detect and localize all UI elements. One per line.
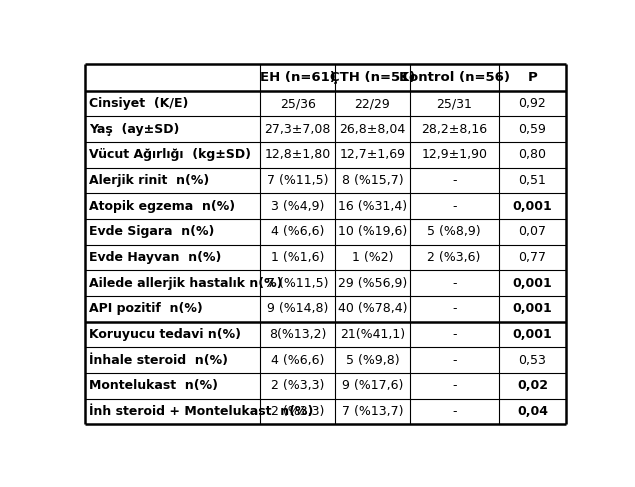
Text: 0,07: 0,07 xyxy=(518,225,546,238)
Text: 7 (%11,5): 7 (%11,5) xyxy=(267,174,328,187)
Text: Ailede allerjik hastalık n(%): Ailede allerjik hastalık n(%) xyxy=(89,277,282,290)
Text: 0,59: 0,59 xyxy=(518,123,546,136)
Text: -: - xyxy=(452,174,457,187)
Text: 7 (%11,5): 7 (%11,5) xyxy=(267,277,328,290)
Text: 28,2±8,16: 28,2±8,16 xyxy=(421,123,487,136)
Text: 1 (%1,6): 1 (%1,6) xyxy=(271,251,324,264)
Text: 7 (%13,7): 7 (%13,7) xyxy=(342,405,403,418)
Text: 10 (%19,6): 10 (%19,6) xyxy=(338,225,407,238)
Text: API pozitif  n(%): API pozitif n(%) xyxy=(89,302,203,315)
Text: Yaş  (ay±SD): Yaş (ay±SD) xyxy=(89,123,179,136)
Text: -: - xyxy=(452,354,457,367)
Text: 0,92: 0,92 xyxy=(519,97,546,110)
Text: 21(%41,1): 21(%41,1) xyxy=(340,328,405,341)
Text: 40 (%78,4): 40 (%78,4) xyxy=(338,302,407,315)
Text: 0,53: 0,53 xyxy=(518,354,546,367)
Text: ÇTH (n=51): ÇTH (n=51) xyxy=(330,71,415,84)
Text: Montelukast  n(%): Montelukast n(%) xyxy=(89,379,218,392)
Text: 2 (%3,3): 2 (%3,3) xyxy=(271,379,324,392)
Text: İnh steroid + Montelukast  n(%): İnh steroid + Montelukast n(%) xyxy=(89,405,313,418)
Text: -: - xyxy=(452,379,457,392)
Text: 25/36: 25/36 xyxy=(280,97,316,110)
Text: Atopik egzema  n(%): Atopik egzema n(%) xyxy=(89,200,235,213)
Text: -: - xyxy=(452,302,457,315)
Text: P: P xyxy=(528,71,537,84)
Text: 0,77: 0,77 xyxy=(518,251,546,264)
Text: 5 (%9,8): 5 (%9,8) xyxy=(345,354,399,367)
Text: 0,001: 0,001 xyxy=(512,277,552,290)
Text: -: - xyxy=(452,405,457,418)
Text: Koruyucu tedavi n(%): Koruyucu tedavi n(%) xyxy=(89,328,241,341)
Text: Cinsiyet  (K/E): Cinsiyet (K/E) xyxy=(89,97,188,110)
Text: 0,80: 0,80 xyxy=(518,149,546,161)
Text: 0,001: 0,001 xyxy=(512,328,552,341)
Text: 4 (%6,6): 4 (%6,6) xyxy=(271,354,324,367)
Text: 9 (%17,6): 9 (%17,6) xyxy=(342,379,403,392)
Text: 22/29: 22/29 xyxy=(354,97,391,110)
Text: 26,8±8,04: 26,8±8,04 xyxy=(339,123,406,136)
Text: -: - xyxy=(452,277,457,290)
Text: 27,3±7,08: 27,3±7,08 xyxy=(265,123,331,136)
Text: Kontrol (n=56): Kontrol (n=56) xyxy=(399,71,510,84)
Text: 12,8±1,80: 12,8±1,80 xyxy=(265,149,331,161)
Text: -: - xyxy=(452,200,457,213)
Text: EH (n=61): EH (n=61) xyxy=(260,71,336,84)
Text: 2 (%3,3): 2 (%3,3) xyxy=(271,405,324,418)
Text: 9 (%14,8): 9 (%14,8) xyxy=(267,302,328,315)
Text: 5 (%8,9): 5 (%8,9) xyxy=(427,225,481,238)
Text: 0,001: 0,001 xyxy=(512,302,552,315)
Text: 0,02: 0,02 xyxy=(517,379,548,392)
Text: 12,7±1,69: 12,7±1,69 xyxy=(339,149,405,161)
Text: 16 (%31,4): 16 (%31,4) xyxy=(338,200,407,213)
Text: 12,9±1,90: 12,9±1,90 xyxy=(421,149,487,161)
Text: Alerjik rinit  n(%): Alerjik rinit n(%) xyxy=(89,174,209,187)
Text: 0,001: 0,001 xyxy=(512,200,552,213)
Text: 3 (%4,9): 3 (%4,9) xyxy=(271,200,324,213)
Text: Vücut Ağırlığı  (kg±SD): Vücut Ağırlığı (kg±SD) xyxy=(89,149,251,161)
Text: 4 (%6,6): 4 (%6,6) xyxy=(271,225,324,238)
Text: 25/31: 25/31 xyxy=(436,97,472,110)
Text: 1 (%2): 1 (%2) xyxy=(352,251,393,264)
Text: Evde Sigara  n(%): Evde Sigara n(%) xyxy=(89,225,214,238)
Text: 0,04: 0,04 xyxy=(517,405,548,418)
Text: 29 (%56,9): 29 (%56,9) xyxy=(338,277,407,290)
Text: -: - xyxy=(452,328,457,341)
Text: 8(%13,2): 8(%13,2) xyxy=(269,328,326,341)
Text: İnhale steroid  n(%): İnhale steroid n(%) xyxy=(89,354,228,367)
Text: 8 (%15,7): 8 (%15,7) xyxy=(342,174,403,187)
Text: 2 (%3,6): 2 (%3,6) xyxy=(427,251,481,264)
Text: Evde Hayvan  n(%): Evde Hayvan n(%) xyxy=(89,251,221,264)
Text: 0,51: 0,51 xyxy=(518,174,546,187)
